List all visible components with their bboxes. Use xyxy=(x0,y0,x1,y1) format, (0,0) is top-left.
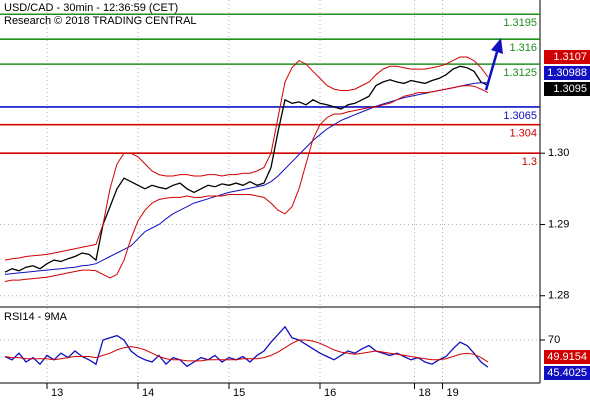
level-label: 1.316 xyxy=(509,42,537,54)
x-tick-label: 18 xyxy=(419,387,431,399)
series-line xyxy=(4,82,489,275)
level-label: 1.3195 xyxy=(503,17,537,29)
series-line xyxy=(4,84,489,282)
y-tick-label: 1.29 xyxy=(548,218,569,230)
forecast-arrow-head xyxy=(491,38,503,54)
price-tag-label: 45.4025 xyxy=(547,367,587,379)
price-tag xyxy=(544,66,590,80)
price-tag xyxy=(544,350,590,364)
level-label: 1.3065 xyxy=(503,110,537,122)
x-tick-label: 15 xyxy=(233,387,245,399)
x-tick-label: 19 xyxy=(447,387,459,399)
y-tick-label: 70 xyxy=(548,334,560,346)
series-line xyxy=(4,56,489,261)
y-tick-label: 1.30 xyxy=(548,147,569,159)
x-tick-label: 13 xyxy=(51,387,63,399)
price-tag xyxy=(544,366,590,380)
price-tag-label: 1.3107 xyxy=(553,51,587,63)
series-line xyxy=(4,65,489,273)
level-label: 1.3 xyxy=(522,156,537,168)
chart-title: USD/CAD - 30min - 12:36:59 (CET) xyxy=(4,2,178,14)
y-tick-label: 1.28 xyxy=(548,290,569,302)
level-label: 1.3125 xyxy=(503,67,537,79)
chart-subtitle: Research © 2018 TRADING CENTRAL xyxy=(4,15,197,27)
price-tag-label: 49.9154 xyxy=(547,351,587,363)
price-tag xyxy=(544,82,590,96)
level-label: 1.304 xyxy=(509,128,537,140)
price-tag-label: 1.30988 xyxy=(547,67,587,79)
forecast-arrow xyxy=(484,51,499,91)
price-tag xyxy=(544,50,590,64)
series-line xyxy=(4,325,489,368)
x-tick-label: 16 xyxy=(324,387,336,399)
rsi-title: RSI14 - 9MA xyxy=(4,311,68,323)
price-tag-label: 1.3095 xyxy=(553,83,587,95)
x-tick-label: 14 xyxy=(142,387,154,399)
series-line xyxy=(4,339,489,363)
